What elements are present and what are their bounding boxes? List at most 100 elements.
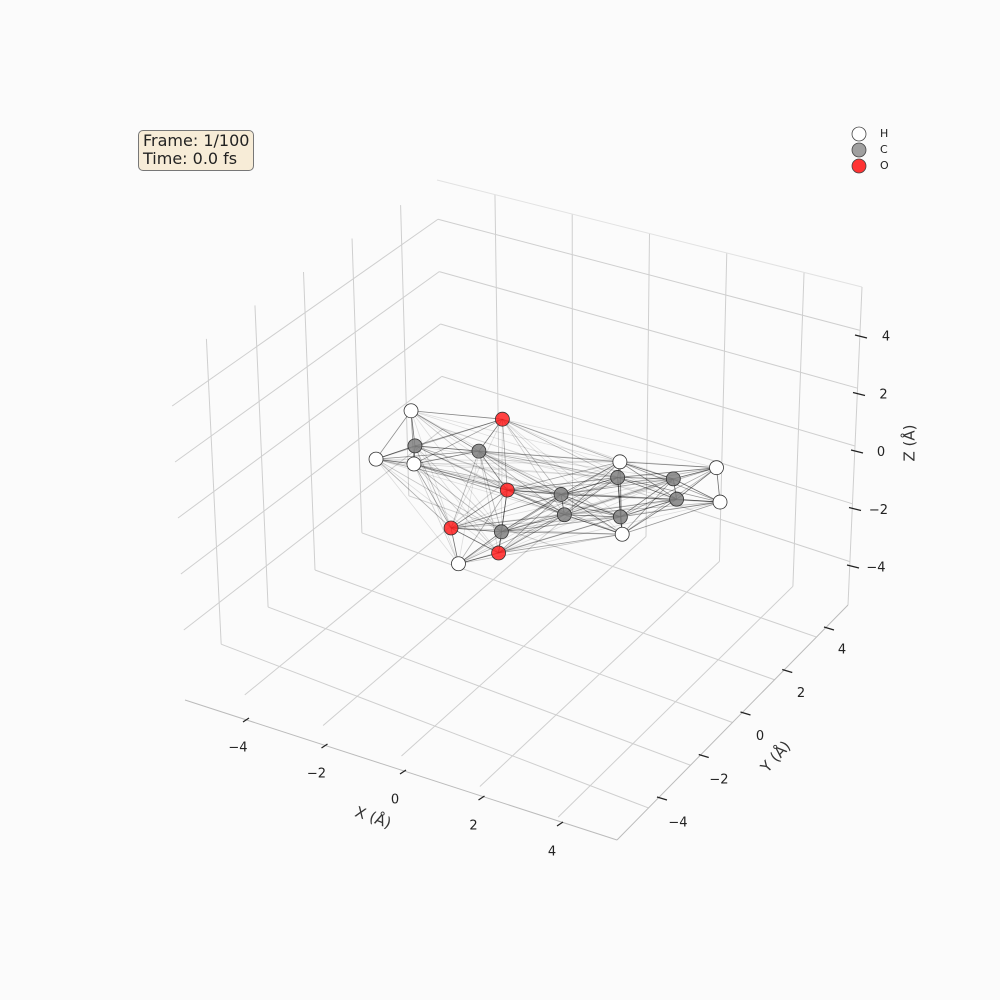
bond-line — [478, 450, 674, 480]
bond-line — [414, 445, 502, 533]
frame-info-box: Frame: 1/100 Time: 0.0 fs — [138, 130, 255, 171]
back-wall-gridline-x — [718, 252, 728, 562]
bond-line — [560, 477, 618, 495]
atom-O — [495, 411, 510, 427]
bond-line — [413, 461, 620, 465]
atom-H — [406, 456, 422, 472]
bond-line — [502, 418, 717, 469]
bond-line — [414, 418, 503, 447]
bond-line — [414, 445, 479, 452]
atom-H — [712, 494, 728, 510]
bond-line — [414, 445, 618, 478]
atom-C — [610, 470, 626, 485]
back-wall-gridline-z — [437, 218, 861, 331]
x-axis-tick-label: −4 — [228, 741, 247, 756]
bond-line — [414, 445, 499, 554]
bond-line — [620, 498, 677, 518]
x-axis-tick-label: −2 — [307, 767, 326, 782]
y-axis-tick — [698, 753, 709, 759]
bond-line — [478, 450, 677, 500]
floor-gridline-y — [408, 495, 817, 638]
bond-line — [621, 478, 674, 535]
bond-line — [450, 478, 674, 529]
bond-line — [413, 418, 503, 465]
y-axis-tick-label: 4 — [838, 643, 846, 658]
atom-H — [612, 454, 628, 470]
bond-line — [502, 418, 562, 495]
bond-line — [507, 489, 562, 495]
bond-line — [413, 463, 459, 564]
bond-line — [500, 419, 503, 532]
bond-line — [458, 531, 502, 565]
bond-line — [560, 494, 623, 535]
bond-line — [414, 445, 565, 516]
bond-line — [413, 463, 452, 529]
bond-line — [501, 531, 623, 535]
bond-line — [564, 498, 677, 516]
z-axis-tick — [848, 506, 862, 512]
atom-C — [612, 509, 628, 525]
bond-line — [458, 494, 562, 565]
bond-line — [564, 461, 621, 516]
bond-line — [617, 467, 717, 478]
bond-line — [498, 498, 677, 554]
z-axis-tick-label: −2 — [869, 503, 888, 518]
bond-line — [450, 461, 621, 529]
bond-line — [502, 418, 621, 518]
z-axis-tick — [850, 449, 864, 454]
y-axis-tick — [782, 668, 793, 674]
bond-line — [375, 458, 565, 516]
back-wall-top-edge — [436, 179, 863, 288]
bond-line — [622, 501, 721, 535]
bond-line — [414, 445, 508, 491]
bond-line — [414, 445, 621, 518]
bond-line — [676, 467, 717, 500]
atom-H — [403, 403, 419, 419]
bond-line — [620, 501, 721, 518]
bond-line — [413, 463, 508, 491]
floor-gridline-x — [479, 561, 720, 787]
bond-line — [413, 463, 565, 516]
bond-line — [498, 514, 565, 554]
bond-line — [478, 451, 502, 532]
legend-marker-C — [851, 142, 867, 158]
bond-line — [502, 418, 565, 515]
x-axis-tick-label: 0 — [391, 793, 399, 808]
bond-line — [414, 445, 562, 495]
bond-line — [621, 467, 717, 535]
bond-line — [502, 419, 508, 491]
atom-C — [553, 487, 569, 502]
bond-line — [619, 461, 677, 500]
bond-line — [375, 458, 452, 529]
atom-C — [556, 507, 572, 523]
left-wall-gridline-z — [177, 323, 441, 519]
x-axis-line — [184, 699, 618, 841]
x-axis-tick-label: 2 — [469, 819, 477, 834]
bond-line — [450, 489, 508, 529]
legend-label: O — [880, 159, 889, 172]
bond-line — [451, 527, 502, 533]
bond-line — [507, 489, 565, 516]
bond-line — [501, 477, 618, 533]
bond-line — [620, 478, 674, 518]
bond-line — [507, 477, 618, 491]
floor-gridline-y — [314, 569, 733, 723]
atom-H — [451, 556, 466, 572]
bond-line — [478, 450, 621, 518]
left-wall-gridline-y — [351, 238, 363, 533]
time-readout: Time: 0.0 fs — [143, 149, 238, 168]
bonds — [375, 410, 721, 565]
atom-H — [709, 460, 724, 476]
bond-line — [673, 478, 721, 503]
bond-line — [507, 489, 677, 500]
bond-line — [561, 478, 674, 495]
bond-line — [502, 418, 623, 535]
bond-line — [410, 410, 618, 478]
legend-label: H — [880, 127, 888, 140]
z-axis-tick-label: −4 — [866, 561, 885, 576]
bond-line — [413, 463, 618, 478]
bond-line — [501, 516, 621, 533]
back-wall-right-edge — [847, 286, 863, 606]
